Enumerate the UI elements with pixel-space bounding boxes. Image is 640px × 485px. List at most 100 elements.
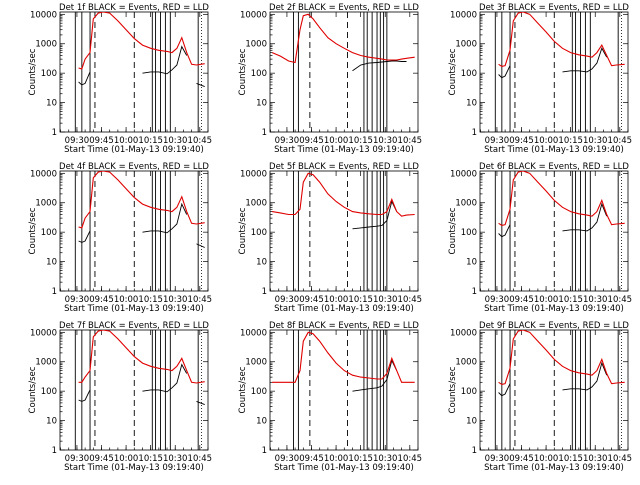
y-tick-label: 10000 [30, 328, 57, 338]
x-tick-label: 10:15 [138, 295, 163, 305]
x-tick-label: 09:45 [299, 295, 324, 305]
detector-plot-6: Det 6f BLACK = Events, RED = LLD 1 10 100 10… [448, 162, 632, 314]
events-series-line [352, 200, 398, 230]
x-tick-label: 10:00 [114, 295, 139, 305]
plot-title: Det 7f BLACK = Events, RED = LLD [59, 321, 209, 331]
x-tick-label: 10:45 [608, 136, 633, 146]
y-tick-label: 1000 [35, 40, 57, 50]
x-tick-label: 09:30 [65, 295, 90, 305]
y-tick-label: 10 [256, 258, 267, 268]
events-series-line [498, 361, 608, 397]
x-tick-label: 10:00 [534, 454, 559, 464]
x-tick-label: 10:30 [583, 136, 608, 146]
x-axis-label: Start Time (01-May-13 09:19:40) [64, 145, 204, 155]
x-tick-label: 09:30 [275, 295, 300, 305]
y-axis-label: Counts/sec [448, 207, 458, 254]
y-tick-label: 10000 [450, 328, 477, 338]
x-tick-label: 09:45 [509, 295, 534, 305]
x-axis-label: Start Time (01-May-13 09:19:40) [274, 463, 414, 473]
detector-plot-7: Det 7f BLACK = Events, RED = LLD 1 10 100 10… [28, 321, 212, 473]
y-tick-label: 100 [251, 228, 267, 238]
detector-plot-9: Det 9f BLACK = Events, RED = LLD 1 10 100 10… [448, 321, 632, 473]
x-tick-label: 10:45 [608, 295, 633, 305]
x-tick-label: 09:45 [89, 295, 114, 305]
y-tick-label: 10 [46, 99, 57, 109]
y-tick-label: 100 [41, 228, 57, 238]
x-tick-label: 10:45 [188, 454, 213, 464]
events-series-line [78, 363, 205, 406]
y-tick-label: 100 [41, 387, 57, 397]
lld-series-line [498, 171, 625, 226]
x-tick-label: 10:30 [373, 295, 398, 305]
events-series-line [78, 45, 205, 88]
y-tick-label: 1000 [455, 358, 477, 368]
events-series-line [498, 202, 608, 238]
x-tick-label: 10:15 [558, 136, 583, 146]
detector-plot-1: Det 1f BLACK = Events, RED = LLD 1 10 100 10… [28, 3, 212, 155]
x-tick-label: 10:15 [348, 295, 373, 305]
x-tick-label: 10:30 [163, 136, 188, 146]
x-tick-label: 10:45 [398, 136, 423, 146]
events-series-line [352, 60, 407, 72]
x-tick-label: 09:30 [65, 454, 90, 464]
y-tick-label: 1 [52, 287, 57, 297]
y-tick-label: 10000 [30, 169, 57, 179]
y-tick-label: 100 [251, 69, 267, 79]
lld-series-line [498, 330, 625, 385]
x-tick-label: 09:45 [89, 454, 114, 464]
plot-frame [269, 11, 419, 133]
x-axis-label: Start Time (01-May-13 09:19:40) [64, 463, 204, 473]
y-tick-label: 1 [472, 446, 477, 456]
y-tick-label: 1 [262, 446, 267, 456]
x-tick-label: 10:00 [324, 136, 349, 146]
lld-series-line [272, 172, 415, 217]
y-tick-label: 100 [41, 69, 57, 79]
detector-plot-5: Det 5f BLACK = Events, RED = LLD 1 10 100 10… [238, 162, 422, 314]
x-axis-label: Start Time (01-May-13 09:19:40) [64, 304, 204, 314]
plot-title: Det 6f BLACK = Events, RED = LLD [479, 162, 629, 172]
x-tick-label: 10:00 [114, 136, 139, 146]
y-tick-label: 1 [472, 287, 477, 297]
y-tick-label: 1000 [455, 40, 477, 50]
y-tick-label: 10 [46, 417, 57, 427]
y-tick-label: 1 [262, 128, 267, 138]
y-tick-label: 1 [52, 446, 57, 456]
x-tick-label: 10:00 [534, 136, 559, 146]
y-tick-label: 10 [466, 258, 477, 268]
y-tick-label: 10000 [240, 10, 267, 20]
y-tick-label: 100 [461, 228, 477, 238]
plot-title: Det 8f BLACK = Events, RED = LLD [269, 321, 419, 331]
y-tick-label: 10 [256, 99, 267, 109]
x-tick-label: 10:00 [114, 454, 139, 464]
y-tick-label: 1000 [455, 199, 477, 209]
y-tick-label: 10000 [450, 169, 477, 179]
y-tick-label: 1 [472, 128, 477, 138]
detector-plot-4: Det 4f BLACK = Events, RED = LLD 1 10 100 10… [28, 162, 212, 314]
y-tick-label: 10 [466, 99, 477, 109]
x-tick-label: 10:45 [398, 454, 423, 464]
y-tick-label: 10000 [240, 328, 267, 338]
x-tick-label: 09:30 [485, 454, 510, 464]
x-tick-label: 09:45 [509, 454, 534, 464]
y-axis-label: Counts/sec [238, 48, 248, 95]
x-tick-label: 10:45 [188, 136, 213, 146]
y-axis-label: Counts/sec [28, 207, 38, 254]
plot-frame [269, 170, 419, 292]
x-tick-label: 10:15 [348, 454, 373, 464]
y-axis-label: Counts/sec [238, 366, 248, 413]
lld-series-line [78, 330, 205, 384]
lld-series-line [498, 12, 625, 67]
x-axis-label: Start Time (01-May-13 09:19:40) [274, 145, 414, 155]
x-tick-label: 10:45 [188, 295, 213, 305]
y-tick-label: 1 [52, 128, 57, 138]
lld-series-line [271, 13, 415, 64]
x-axis-label: Start Time (01-May-13 09:19:40) [274, 304, 414, 314]
x-tick-label: 10:30 [583, 295, 608, 305]
plot-title: Det 3f BLACK = Events, RED = LLD [479, 3, 629, 13]
y-tick-label: 10000 [240, 169, 267, 179]
x-axis-label: Start Time (01-May-13 09:19:40) [484, 304, 624, 314]
x-tick-label: 10:30 [583, 454, 608, 464]
events-series-line [352, 359, 398, 392]
